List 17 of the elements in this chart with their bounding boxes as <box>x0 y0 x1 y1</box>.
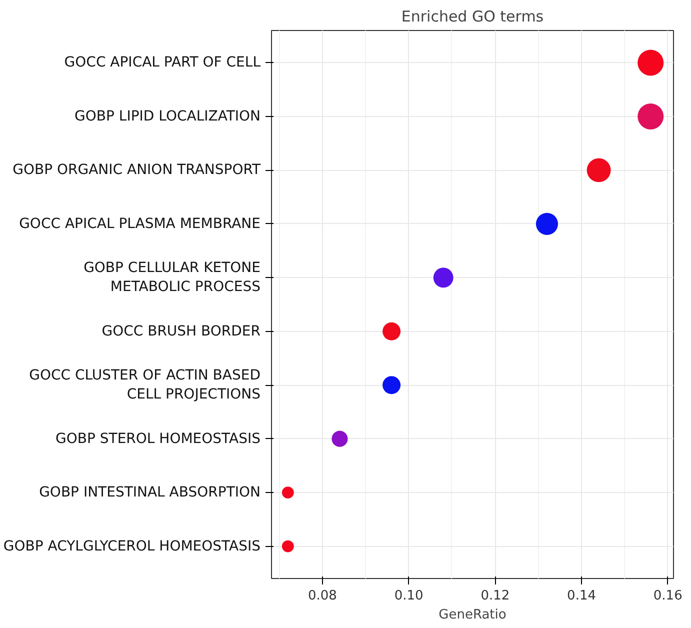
y-tick-label: GOBP LIPID LOCALIZATION <box>74 108 260 124</box>
x-tick-label: 0.14 <box>567 588 596 604</box>
x-tick-label: 0.10 <box>394 588 424 604</box>
chart-title: Enriched GO terms <box>401 8 544 26</box>
y-tick-label: GOCC BRUSH BORDER <box>102 323 261 340</box>
y-tick-label: GOCC APICAL PART OF CELL <box>64 54 261 71</box>
y-tick-label: GOCC CLUSTER OF ACTIN BASED CELL PROJECTIONS <box>29 367 261 403</box>
x-tick-label: 0.08 <box>308 588 337 604</box>
y-tick-label: GOCC APICAL PLASMA MEMBRANE <box>19 216 261 232</box>
x-tick-label: 0.12 <box>480 588 510 604</box>
x-axis-title: GeneRatio <box>438 608 506 622</box>
y-tick-label: GOBP STEROL HOMEOSTASIS <box>56 430 261 447</box>
y-tick-label: GOBP ACYLGLYCEROL HOMEOSTASIS <box>3 538 261 554</box>
x-tick-label: 0.16 <box>653 588 682 604</box>
y-tick-label: GOBP INTESTINAL ABSORPTION <box>39 484 261 501</box>
y-tick-label: GOBP CELLULAR KETONE METABOLIC PROCESS <box>84 260 261 296</box>
y-tick-label: GOBP ORGANIC ANION TRANSPORT <box>12 162 261 178</box>
